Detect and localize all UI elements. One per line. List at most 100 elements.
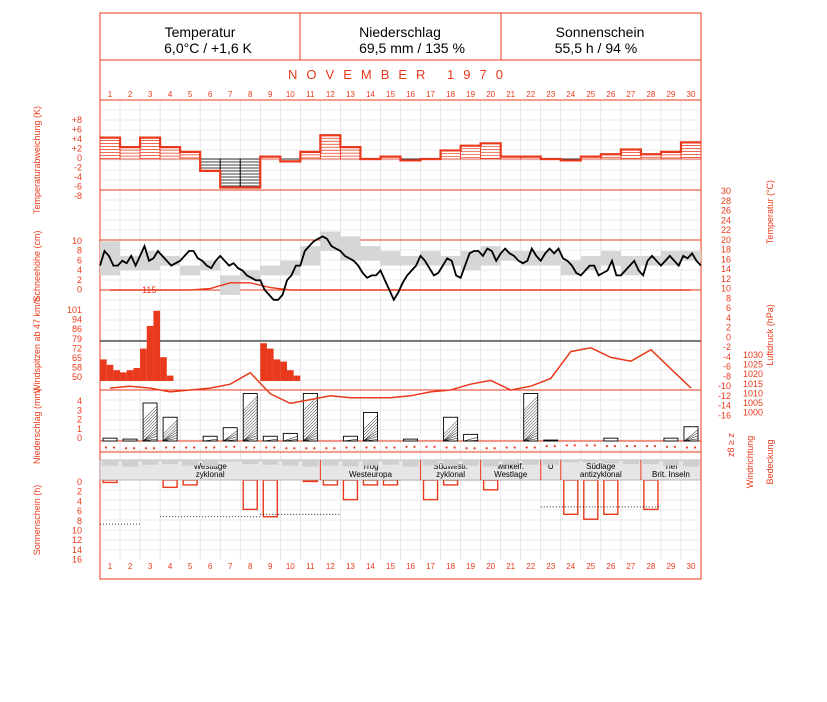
tick-sun: 14: [72, 545, 82, 555]
precip-hatch: [283, 436, 298, 442]
tick-temperature: -14: [718, 401, 731, 411]
temp-range-bar: [200, 260, 221, 271]
month-label: NOVEMBER 1970: [288, 67, 512, 82]
axis-title-wind-dir: Windrichtung: [745, 436, 755, 489]
wind-peak-bar: [166, 375, 174, 381]
day-label-bottom: 2: [128, 562, 133, 571]
wind-peak-bar: [280, 361, 287, 381]
sunshine-bar: [242, 479, 258, 511]
tick-temp-anomaly: -8: [74, 191, 82, 201]
wind-peak-bar: [113, 370, 121, 381]
temp-range-bar: [580, 255, 601, 271]
weather-type-sublabel: Brit. Inseln: [652, 470, 690, 479]
tick-sun: 2: [77, 487, 82, 497]
temp-range-bar: [120, 255, 141, 271]
wind-dir-dot: [693, 446, 697, 449]
cloud-cover-bar: [362, 460, 379, 466]
precip-hatch: [243, 438, 258, 442]
wind-dir-dot: [365, 446, 368, 449]
day-label-top: 4: [168, 90, 173, 99]
precip-hatch: [363, 421, 378, 436]
sunshine-bar: [102, 479, 118, 484]
precip-bar: [302, 393, 318, 442]
grid: [100, 100, 701, 560]
tick-temp-anomaly: -6: [74, 182, 82, 192]
wind-dir-dot: [473, 447, 476, 450]
day-label-top: 17: [426, 90, 435, 99]
wind-peak-bar: [126, 370, 134, 381]
axis-title-pressure: Luftdruck (hPa): [765, 304, 775, 366]
day-label-top: 10: [286, 90, 295, 99]
cloud-cover-bar: [482, 460, 499, 467]
precip-hatch: [142, 429, 158, 442]
precip-hatch: [243, 420, 258, 435]
precip-bar: [403, 438, 418, 442]
precip-hatch: [523, 402, 538, 417]
precip-bar: [443, 416, 459, 442]
precip-hatch: [303, 432, 318, 442]
wind-peak-label: 115: [142, 285, 156, 295]
day-label-top: 26: [606, 90, 615, 99]
precip-bar: [242, 393, 258, 442]
tick-precip: 0: [77, 433, 82, 443]
wind-dir-dot: [633, 445, 636, 448]
day-label-top: 14: [366, 90, 375, 99]
precip-hatch: [303, 414, 318, 429]
weather-type-sublabel: zyklonal: [436, 470, 465, 479]
tick-temperature: 30: [721, 186, 731, 196]
day-label-bottom: 25: [586, 562, 595, 571]
wind-dir-dot: [373, 446, 376, 449]
precip-hatch: [463, 437, 478, 442]
temp-range-bar: [380, 251, 401, 266]
cloud-cover-bar: [122, 460, 139, 467]
wind-dir-dot: [245, 446, 248, 449]
axis-title-precip: Niederschlag (mm): [32, 388, 42, 464]
precip-hatch: [243, 426, 258, 441]
precip-hatch: [142, 432, 158, 442]
header-niederschlag-title: Niederschlag: [359, 24, 441, 40]
tick-temperature: 24: [721, 215, 731, 225]
cloud-cover-bar: [262, 460, 279, 465]
precip-hatch: [303, 423, 318, 438]
precip-bar: [122, 438, 138, 442]
temp-range-bar: [280, 260, 301, 276]
cloud-cover-bar: [682, 460, 699, 467]
tick-pressure: 1010: [743, 388, 763, 398]
wind-peak-bar: [133, 368, 141, 381]
precip-hatch: [243, 408, 258, 423]
tick-sun: 4: [77, 496, 82, 506]
sunshine-bar: [322, 479, 339, 486]
day-label-top: 15: [386, 90, 395, 99]
sunshine-bar: [442, 479, 459, 486]
weather-type-sublabel: Westeuropa: [349, 470, 393, 479]
snow-depth-line: [110, 282, 691, 291]
wind-dir-dot: [313, 447, 316, 450]
precip-hatch: [443, 438, 458, 442]
temperature-line: [99, 235, 702, 302]
precip-hatch: [363, 430, 378, 442]
cloud-cover-bar: [422, 460, 439, 466]
precip-hatch: [142, 408, 158, 424]
tick-temperature: 6: [726, 303, 731, 313]
wind-dir-dot: [273, 446, 276, 449]
temp-range-bar: [220, 275, 241, 295]
tick-sun: 12: [72, 535, 82, 545]
wind-dir-dot: [305, 447, 308, 450]
axis-title-wind: Windspitzen ab 47 km/h: [32, 297, 42, 393]
wind-dir-dot: [465, 447, 468, 450]
tick-temp-anomaly: +6: [72, 125, 82, 135]
cloud-cover-bar: [522, 460, 539, 465]
tick-pressure: 1025: [743, 360, 763, 370]
wind-dir-dot: [104, 446, 108, 449]
precip-hatch: [523, 420, 538, 435]
tick-precip: 2: [77, 415, 82, 425]
precip-hatch: [363, 424, 378, 439]
cloud-cover-bar: [602, 460, 619, 464]
tick-wind-dir-scale: z8 ≥ z: [726, 433, 736, 457]
precip-hatch: [443, 432, 458, 442]
tick-temperature: 0: [726, 332, 731, 342]
wind-dir-dot: [225, 445, 228, 448]
day-label-bottom: 6: [208, 562, 213, 571]
chart-frame: [99, 59, 702, 580]
precip-hatch: [223, 433, 238, 442]
